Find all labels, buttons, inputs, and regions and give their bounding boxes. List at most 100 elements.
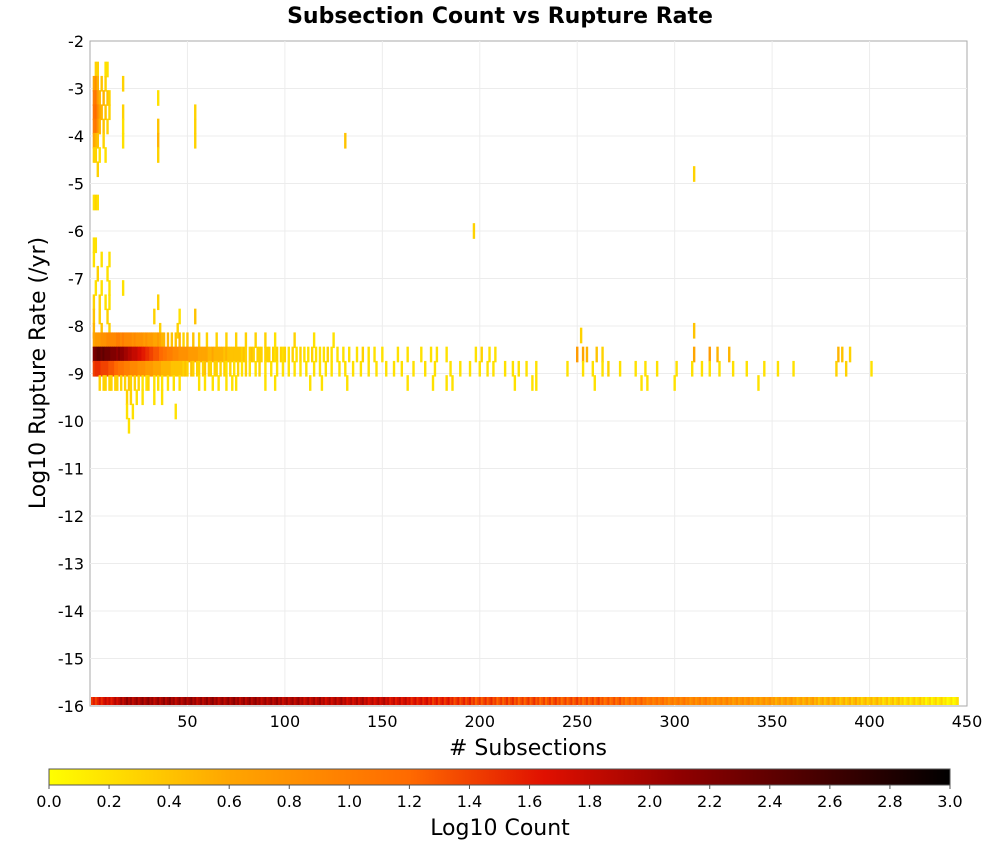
heatmap-cell (357, 697, 361, 705)
heatmap-cell (802, 697, 805, 705)
y-tick-label: -11 (58, 460, 84, 479)
heatmap-cell (168, 360, 172, 377)
heatmap-cell (550, 697, 554, 705)
heatmap-cell (716, 346, 719, 363)
heatmap-cell (240, 346, 244, 363)
heatmap-cell (194, 104, 197, 121)
heatmap-cell (478, 360, 481, 377)
heatmap-cell (560, 697, 564, 705)
heatmap-cell (225, 697, 228, 705)
heatmap-cell (806, 697, 809, 705)
heatmap-cell (897, 697, 901, 705)
heatmap-cell (254, 332, 257, 349)
heatmap-cell (116, 332, 119, 349)
heatmap-cell (119, 346, 123, 363)
heatmap-cell (492, 697, 495, 705)
heatmap-cell (324, 360, 328, 377)
heatmap-cell (504, 697, 507, 705)
heatmap-cell (149, 346, 152, 363)
heatmap-cell (209, 697, 213, 705)
heatmap-cell (125, 360, 129, 377)
heatmap-cell (194, 346, 197, 363)
heatmap-cell (157, 132, 160, 149)
heatmap-cell (172, 360, 176, 377)
y-tick-label: -15 (58, 650, 84, 669)
heatmap-cell (264, 360, 267, 377)
heatmap-cell (543, 697, 546, 705)
heatmap-cell (122, 697, 125, 705)
heatmap-cell (98, 308, 101, 325)
heatmap-cell (102, 90, 105, 106)
heatmap-cell (273, 332, 277, 349)
heatmap-cell (344, 132, 347, 149)
heatmap-cell (375, 360, 378, 377)
heatmap-cell (794, 697, 798, 705)
heatmap-cells (90, 61, 959, 705)
heatmap-cell (240, 360, 244, 377)
heatmap-cell (215, 697, 219, 705)
heatmap-cell (798, 697, 801, 705)
heatmap-cell (903, 697, 907, 705)
heatmap-cell (100, 360, 103, 377)
heatmap-cell (104, 294, 107, 311)
heatmap-cell (151, 332, 154, 349)
heatmap-cell (139, 332, 142, 349)
heatmap-cell (609, 697, 612, 705)
heatmap-cell (854, 697, 858, 705)
heatmap-cell (845, 697, 848, 705)
heatmap-cell (258, 697, 262, 705)
heatmap-cell (201, 360, 205, 377)
heatmap-cell (207, 360, 211, 377)
heatmap-cell (656, 697, 659, 705)
heatmap-cell (123, 375, 127, 391)
heatmap-cell (92, 308, 96, 325)
heatmap-cell (92, 132, 96, 149)
heatmap-cell (697, 697, 700, 705)
heatmap-cell (765, 697, 768, 705)
heatmap-cell (92, 90, 96, 106)
heatmap-cell (172, 346, 176, 363)
heatmap-cell (469, 697, 472, 705)
heatmap-cell (106, 308, 109, 325)
heatmap-cell (102, 132, 105, 149)
heatmap-cell (116, 375, 119, 391)
heatmap-cell (638, 697, 642, 705)
heatmap-cell (94, 346, 98, 363)
heatmap-cell (743, 697, 747, 705)
colorbar-tick-label: 0.8 (277, 792, 302, 811)
heatmap-cell (778, 697, 782, 705)
heatmap-cell (92, 194, 96, 211)
heatmap-cell (513, 375, 517, 391)
heatmap-cell (745, 360, 748, 377)
heatmap-cell (178, 332, 181, 349)
heatmap-cell (182, 346, 185, 363)
heatmap-cell (209, 360, 213, 377)
heatmap-cell (260, 346, 263, 363)
heatmap-cell (266, 346, 269, 363)
heatmap-cell (693, 697, 696, 705)
heatmap-cell (827, 697, 831, 705)
heatmap-cell (880, 697, 883, 705)
heatmap-cell (928, 697, 932, 705)
heatmap-cell (927, 697, 930, 705)
heatmap-cell (127, 375, 131, 391)
heatmap-cell (909, 697, 913, 705)
heatmap-cell (776, 697, 780, 705)
colorbar-tick-label: 2.2 (697, 792, 722, 811)
heatmap-cell (579, 327, 583, 344)
heatmap-cell (248, 360, 252, 377)
heatmap-cell (108, 90, 111, 106)
heatmap-cell (285, 697, 289, 705)
heatmap-cell (712, 697, 716, 705)
heatmap-cell (153, 308, 156, 325)
heatmap-cell (236, 346, 240, 363)
heatmap-cell (246, 697, 250, 705)
heatmap-cell (104, 375, 107, 391)
chart-title: Subsection Count vs Rupture Rate (287, 4, 713, 29)
heatmap-cell (184, 360, 187, 377)
heatmap-cell (114, 375, 117, 391)
heatmap-cell (354, 697, 357, 705)
heatmap-cell (471, 697, 474, 705)
heatmap-cell (194, 697, 197, 705)
heatmap-cell (188, 697, 191, 705)
